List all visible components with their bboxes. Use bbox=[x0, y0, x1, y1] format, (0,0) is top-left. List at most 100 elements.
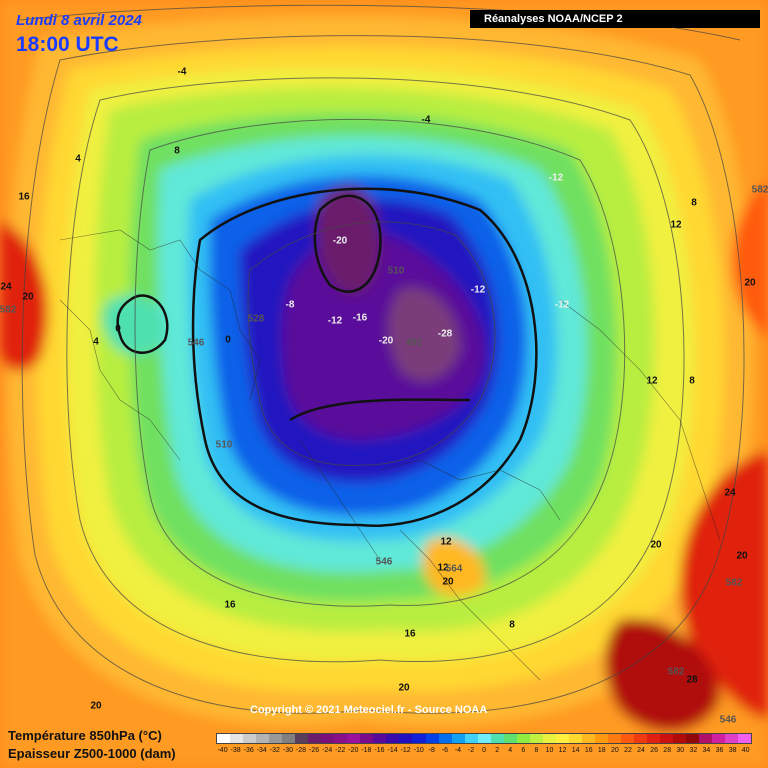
thickness-label: 510 bbox=[387, 265, 405, 277]
scale-swatch bbox=[373, 734, 387, 743]
scale-tick-label: 6 bbox=[521, 747, 526, 754]
scale-swatch bbox=[686, 734, 700, 743]
scale-tick-label: -40 bbox=[217, 747, 228, 754]
scale-swatch bbox=[425, 734, 439, 743]
scale-tick-label: -32 bbox=[269, 747, 280, 754]
scale-tick-label: 38 bbox=[728, 747, 737, 754]
scale-swatch bbox=[555, 734, 569, 743]
scale-swatch bbox=[738, 734, 752, 743]
scale-swatch bbox=[477, 734, 491, 743]
temp-label: 0 bbox=[225, 334, 231, 346]
temp-label: 4 bbox=[93, 336, 99, 348]
temp-label: 16 bbox=[404, 628, 416, 640]
scale-swatch bbox=[230, 734, 244, 743]
temp-label: 20 bbox=[90, 700, 102, 712]
temp-label: -8 bbox=[285, 299, 295, 311]
temp-label: 12 bbox=[440, 536, 452, 548]
temp-label: 20 bbox=[744, 277, 756, 289]
scale-tick-label: 10 bbox=[545, 747, 554, 754]
scale-tick-label: 14 bbox=[571, 747, 580, 754]
scale-swatch bbox=[490, 734, 504, 743]
scale-swatch bbox=[464, 734, 478, 743]
temp-label: 8 bbox=[174, 145, 180, 157]
scale-swatch bbox=[529, 734, 543, 743]
scale-swatch bbox=[725, 734, 739, 743]
temp-label: 8 bbox=[691, 197, 697, 209]
legend-temperature-title: Température 850hPa (°C) bbox=[8, 728, 162, 743]
scale-swatch bbox=[256, 734, 270, 743]
scale-swatch bbox=[568, 734, 582, 743]
scale-swatch bbox=[412, 734, 426, 743]
thickness-label: 492 bbox=[405, 337, 423, 349]
scale-swatch bbox=[269, 734, 283, 743]
temp-label: 20 bbox=[650, 539, 662, 551]
scale-swatch bbox=[308, 734, 322, 743]
scale-swatch bbox=[295, 734, 309, 743]
scale-swatch bbox=[581, 734, 595, 743]
scale-swatch bbox=[386, 734, 400, 743]
legend-thickness-title: Epaisseur Z500-1000 (dam) bbox=[8, 746, 176, 761]
map-time: 18:00 UTC bbox=[16, 33, 119, 56]
scale-tick-label: -16 bbox=[374, 747, 385, 754]
scale-tick-label: -38 bbox=[230, 747, 241, 754]
scale-tick-label: 18 bbox=[597, 747, 606, 754]
scale-swatch bbox=[334, 734, 348, 743]
scale-tick-label: -10 bbox=[413, 747, 424, 754]
scale-swatch bbox=[634, 734, 648, 743]
scale-swatch bbox=[647, 734, 661, 743]
thickness-label: 582 bbox=[725, 577, 743, 589]
temp-label: -20 bbox=[332, 235, 348, 247]
thickness-label: 546 bbox=[719, 714, 737, 726]
scale-tick-label: -20 bbox=[348, 747, 359, 754]
scale-tick-label: -12 bbox=[400, 747, 411, 754]
data-source-banner: Réanalyses NOAA/NCEP 2 bbox=[470, 10, 760, 28]
temp-label: 16 bbox=[18, 191, 30, 203]
thickness-label: 510 bbox=[215, 439, 233, 451]
scale-tick-label: 12 bbox=[558, 747, 567, 754]
temp-label: 12 bbox=[670, 219, 682, 231]
thickness-label: 546 bbox=[187, 337, 205, 349]
scale-swatch bbox=[620, 734, 634, 743]
temp-label: -12 bbox=[470, 284, 486, 296]
scale-tick-label: 34 bbox=[702, 747, 711, 754]
temp-label: 20 bbox=[398, 682, 410, 694]
temp-label: 12 bbox=[437, 562, 449, 574]
temp-label: 20 bbox=[22, 291, 34, 303]
scale-swatch bbox=[542, 734, 556, 743]
temp-label: 20 bbox=[736, 550, 748, 562]
scale-tick-label: -4 bbox=[454, 747, 462, 754]
thickness-contours-bold bbox=[116, 187, 538, 527]
scale-tick-label: 20 bbox=[610, 747, 619, 754]
temp-label: -16 bbox=[352, 312, 368, 324]
temp-label: -28 bbox=[437, 328, 453, 340]
scale-tick-label: 16 bbox=[584, 747, 593, 754]
scale-tick-label: 8 bbox=[534, 747, 539, 754]
scale-tick-label: -8 bbox=[428, 747, 435, 754]
scale-tick-label: -28 bbox=[295, 747, 307, 754]
temp-label: -4 bbox=[421, 114, 431, 126]
temp-label: 24 bbox=[0, 281, 12, 293]
thickness-label: 582 bbox=[0, 304, 17, 316]
temp-label: 12 bbox=[646, 375, 658, 387]
temp-label: 8 bbox=[509, 619, 515, 631]
scale-swatch bbox=[438, 734, 452, 743]
temp-label: -12 bbox=[554, 299, 570, 311]
scale-tick-label: -30 bbox=[282, 747, 293, 754]
temp-label: 20 bbox=[442, 576, 454, 588]
scale-tick-label: -2 bbox=[467, 747, 475, 754]
temp-label: 24 bbox=[724, 487, 736, 499]
scale-swatch bbox=[673, 734, 687, 743]
scale-tick-label: 22 bbox=[624, 747, 632, 754]
scale-swatch bbox=[699, 734, 713, 743]
scale-tick-label: -36 bbox=[243, 747, 254, 754]
scale-tick-label: 2 bbox=[495, 747, 500, 754]
scale-tick-label: -6 bbox=[441, 747, 448, 754]
scale-tick-label: 40 bbox=[741, 747, 750, 754]
scale-swatch bbox=[243, 734, 257, 743]
scale-swatch bbox=[712, 734, 726, 743]
color-scale-bar bbox=[216, 733, 752, 744]
scale-tick-label: 4 bbox=[508, 747, 513, 754]
scale-tick-label: -22 bbox=[335, 747, 346, 754]
scale-swatch bbox=[399, 734, 413, 743]
